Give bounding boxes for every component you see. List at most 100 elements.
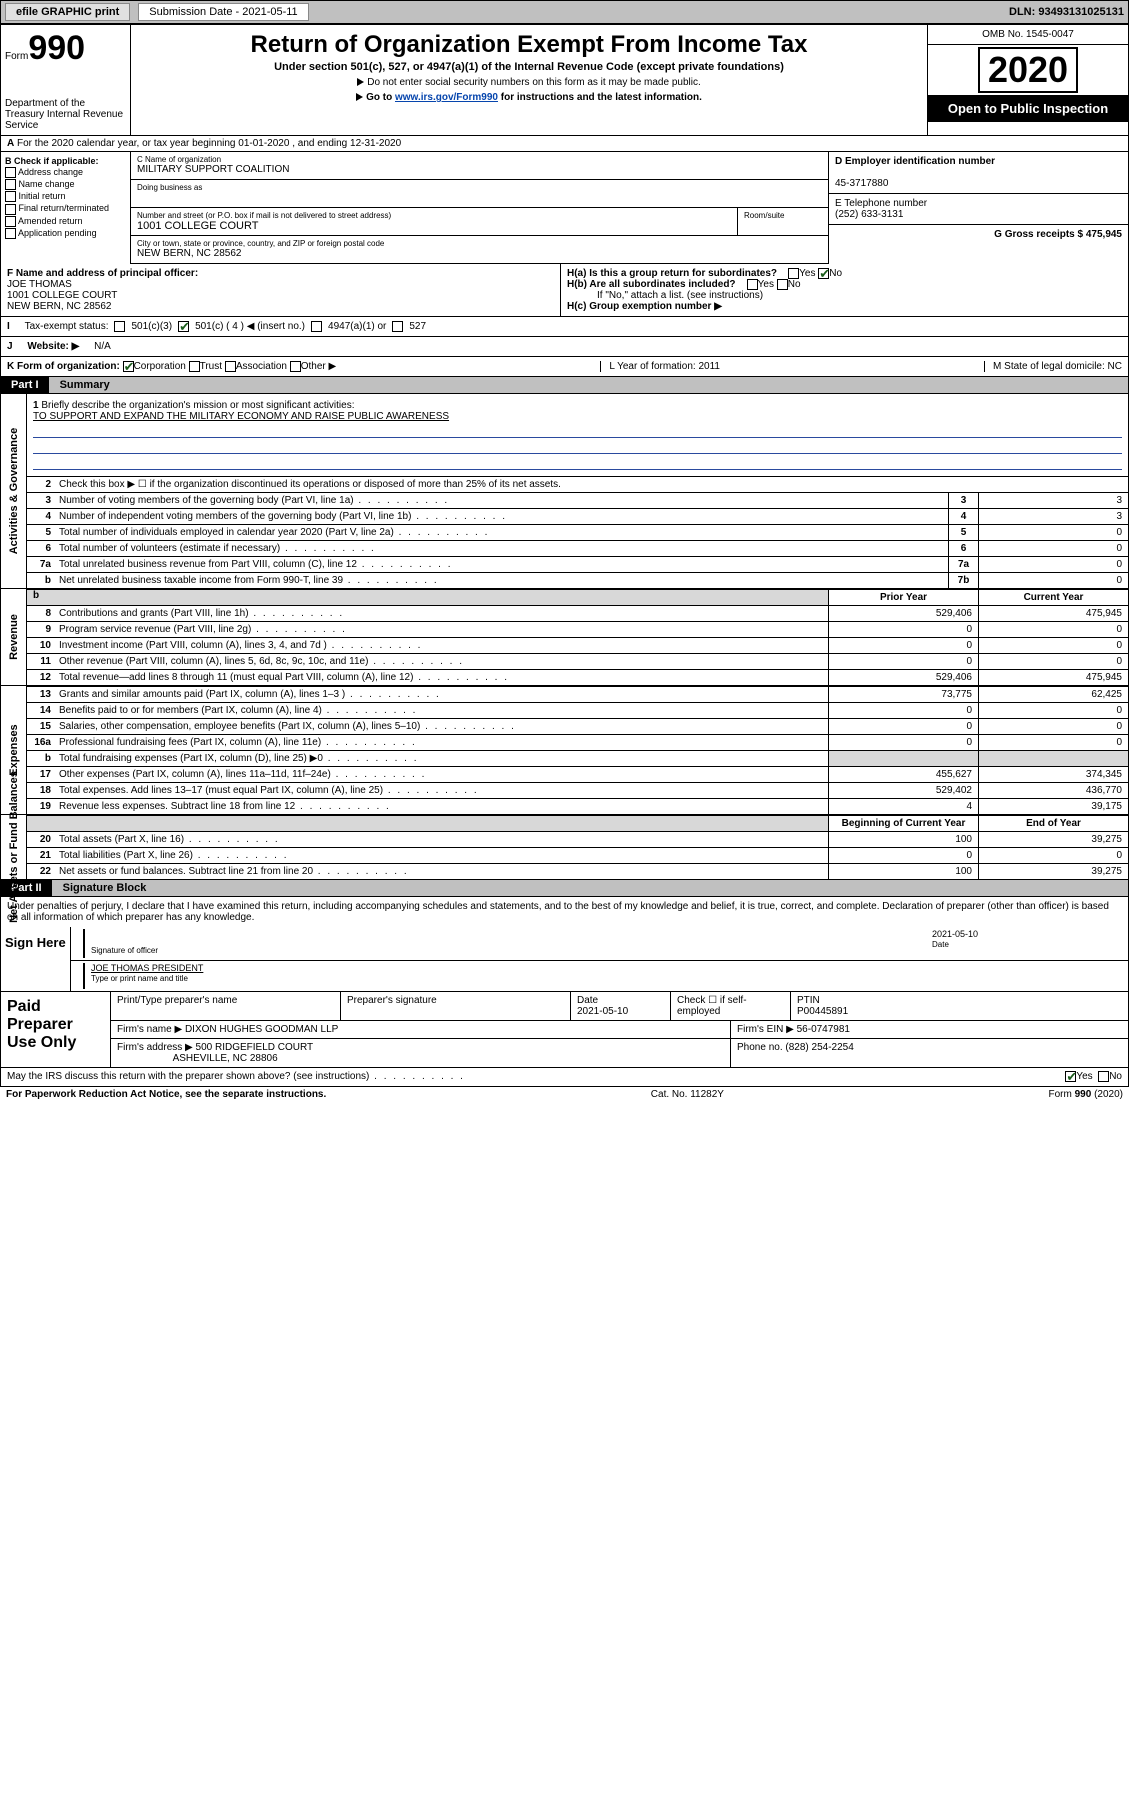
open-inspection: Open to Public Inspection [928,95,1128,122]
table-row: 3Number of voting members of the governi… [27,492,1128,508]
website-row: J Website: ▶ N/A [0,337,1129,357]
section-net: Net Assets or Fund Balances Beginning of… [0,815,1129,880]
net-header: Beginning of Current Year End of Year [27,815,1128,831]
h-section: H(a) Is this a group return for subordin… [561,264,1128,316]
form-number: Form990 [5,29,126,68]
vlabel-net: Net Assets or Fund Balances [1,815,27,879]
colb-title: B Check if applicable: [5,156,99,166]
rev-header: b Prior Year Current Year [27,589,1128,605]
prep-date: Date2021-05-10 [571,992,671,1020]
sign-here-label: Sign Here [1,927,71,991]
omb-number: OMB No. 1545-0047 [928,25,1128,45]
table-row: bNet unrelated business taxable income f… [27,572,1128,588]
col-c: C Name of organization MILITARY SUPPORT … [131,152,828,264]
declare-text: Under penalties of perjury, I declare th… [1,897,1128,927]
block-bcd: B Check if applicable: Address change Na… [0,152,1129,264]
efile-button[interactable]: efile GRAPHIC print [5,3,130,21]
prep-name-hdr: Print/Type preparer's name [111,992,341,1020]
table-row: 8Contributions and grants (Part VIII, li… [27,605,1128,621]
ptin: PTINP00445891 [791,992,1128,1020]
cb-app-pending[interactable]: Application pending [5,228,126,239]
cb-amended[interactable]: Amended return [5,216,126,227]
line-a: A For the 2020 calendar year, or tax yea… [0,136,1129,152]
form-title: Return of Organization Exempt From Incom… [141,31,917,59]
header-left: Form990 Department of the Treasury Inter… [1,25,131,135]
dba-row: Doing business as [131,180,828,208]
mission-text: TO SUPPORT AND EXPAND THE MILITARY ECONO… [33,411,449,422]
line2: 2 Check this box ▶ ☐ if the organization… [27,476,1128,492]
submission-date: Submission Date - 2021-05-11 [138,3,308,21]
l-year: L Year of formation: 2011 [600,361,720,372]
f-officer: F Name and address of principal officer:… [1,264,561,316]
table-row: 12Total revenue—add lines 8 through 11 (… [27,669,1128,685]
table-row: 22Net assets or fund balances. Subtract … [27,863,1128,879]
phone-cell: E Telephone number (252) 633-3131 [829,194,1128,225]
irs-discuss-row: May the IRS discuss this return with the… [0,1068,1129,1086]
table-row: 10Investment income (Part VIII, column (… [27,637,1128,653]
table-row: 5Total number of individuals employed in… [27,524,1128,540]
city-state-zip: NEW BERN, NC 28562 [137,248,822,259]
cb-address-change[interactable]: Address change [5,167,126,178]
signature-block: Under penalties of perjury, I declare th… [0,897,1129,992]
501c4-checked [178,321,189,332]
header-right: OMB No. 1545-0047 2020 Open to Public In… [928,25,1128,135]
sig-name-field: JOE THOMAS PRESIDENT Type or print name … [83,963,1122,989]
form-header: Form990 Department of the Treasury Inter… [0,24,1129,136]
section-revenue: Revenue b Prior Year Current Year 8Contr… [0,589,1129,686]
cb-initial-return[interactable]: Initial return [5,191,126,202]
tax-status-row: I Tax-exempt status: 501(c)(3) 501(c) ( … [0,317,1129,337]
paid-preparer: Paid Preparer Use Only Print/Type prepar… [0,992,1129,1068]
dept-label: Department of the Treasury Internal Reve… [5,98,126,131]
street-address: 1001 COLLEGE COURT [137,220,731,232]
prep-sig-hdr: Preparer's signature [341,992,571,1020]
header-mid: Return of Organization Exempt From Incom… [131,25,928,135]
sig-officer-field[interactable]: Signature of officer [83,929,922,958]
phone-value: (252) 633-3131 [835,209,903,220]
table-row: 13Grants and similar amounts paid (Part … [27,686,1128,702]
form-subtitle: Under section 501(c), 527, or 4947(a)(1)… [141,61,917,73]
table-row: 4Number of independent voting members of… [27,508,1128,524]
prep-selfemp: Check ☐ if self-employed [671,992,791,1020]
firm-addr: 500 RIDGEFIELD COURT [196,1042,314,1053]
tax-year: 2020 [978,47,1078,93]
firm-ein: 56-0747981 [797,1024,850,1035]
firm-phone: (828) 254-2254 [785,1042,853,1053]
table-row: 21Total liabilities (Part X, line 26)00 [27,847,1128,863]
room-suite: Room/suite [738,208,828,235]
addr-row: Number and street (or P.O. box if mail i… [131,208,828,236]
ein-value: 45-3717880 [835,178,888,189]
table-row: 17Other expenses (Part IX, column (A), l… [27,766,1128,782]
fgh-row: F Name and address of principal officer:… [0,264,1129,317]
table-row: 14Benefits paid to or for members (Part … [27,702,1128,718]
table-row: 19Revenue less expenses. Subtract line 1… [27,798,1128,814]
gross-receipts: G Gross receipts $ 475,945 [829,225,1128,244]
table-row: 7aTotal unrelated business revenue from … [27,556,1128,572]
part2-header: Part II Signature Block [0,880,1129,897]
ein-cell: D Employer identification number 45-3717… [829,152,1128,194]
note2: Go to www.irs.gov/Form990 for instructio… [141,92,917,103]
m-state: M State of legal domicile: NC [984,361,1122,372]
line1-mission: 1 Briefly describe the organization's mi… [27,394,1128,476]
irs-link[interactable]: www.irs.gov/Form990 [395,92,498,103]
table-row: 15Salaries, other compensation, employee… [27,718,1128,734]
table-row: 11Other revenue (Part VIII, column (A), … [27,653,1128,669]
note1: Do not enter social security numbers on … [141,77,917,88]
table-row: 16aProfessional fundraising fees (Part I… [27,734,1128,750]
table-row: 18Total expenses. Add lines 13–17 (must … [27,782,1128,798]
table-row: 20Total assets (Part X, line 16)10039,27… [27,831,1128,847]
part1-header: Part I Summary [0,377,1129,394]
paid-label: Paid Preparer Use Only [1,992,111,1067]
col-d: D Employer identification number 45-3717… [828,152,1128,264]
org-name-row: C Name of organization MILITARY SUPPORT … [131,152,828,180]
vlabel-gov: Activities & Governance [1,394,27,588]
ha-no-checked [818,268,829,279]
cb-name-change[interactable]: Name change [5,179,126,190]
table-row: 9Program service revenue (Part VIII, lin… [27,621,1128,637]
firm-name: DIXON HUGHES GOODMAN LLP [185,1024,338,1035]
arrow-icon [356,93,363,101]
org-name: MILITARY SUPPORT COALITION [137,164,822,175]
dln-label: DLN: 93493131025131 [1009,6,1124,18]
section-governance: Activities & Governance 1 Briefly descri… [0,394,1129,589]
cb-final-return[interactable]: Final return/terminated [5,203,126,214]
city-row: City or town, state or province, country… [131,236,828,264]
